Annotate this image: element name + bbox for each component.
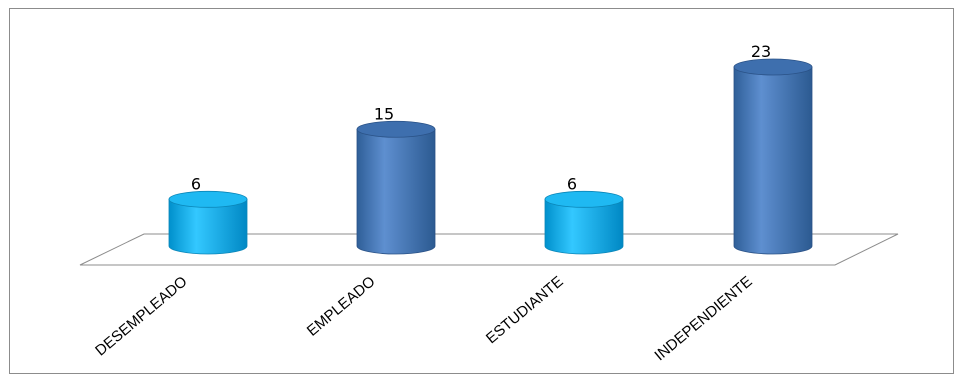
bar-top <box>356 120 436 138</box>
bar-top <box>733 58 813 76</box>
bar-estudiante <box>544 190 624 255</box>
category-label: ESTUDIANTE <box>483 273 567 347</box>
bar-top <box>168 190 248 208</box>
bar-body <box>356 128 436 255</box>
category-label: DESEMPLEADO <box>92 273 190 359</box>
bar-body <box>733 66 813 255</box>
bar-desempleado <box>168 190 248 255</box>
data-label: 23 <box>751 42 771 61</box>
category-label: EMPLEADO <box>304 273 379 340</box>
bar-body <box>544 198 624 255</box>
bar-body <box>168 198 248 255</box>
category-label: INDEPENDIENTE <box>651 273 755 364</box>
bar-empleado <box>356 120 436 255</box>
chart-floor <box>79 233 899 266</box>
bar-top <box>544 190 624 208</box>
bar-independiente <box>733 58 813 255</box>
data-label: 6 <box>191 174 201 193</box>
data-label: 15 <box>374 104 394 123</box>
data-label: 6 <box>567 174 577 193</box>
